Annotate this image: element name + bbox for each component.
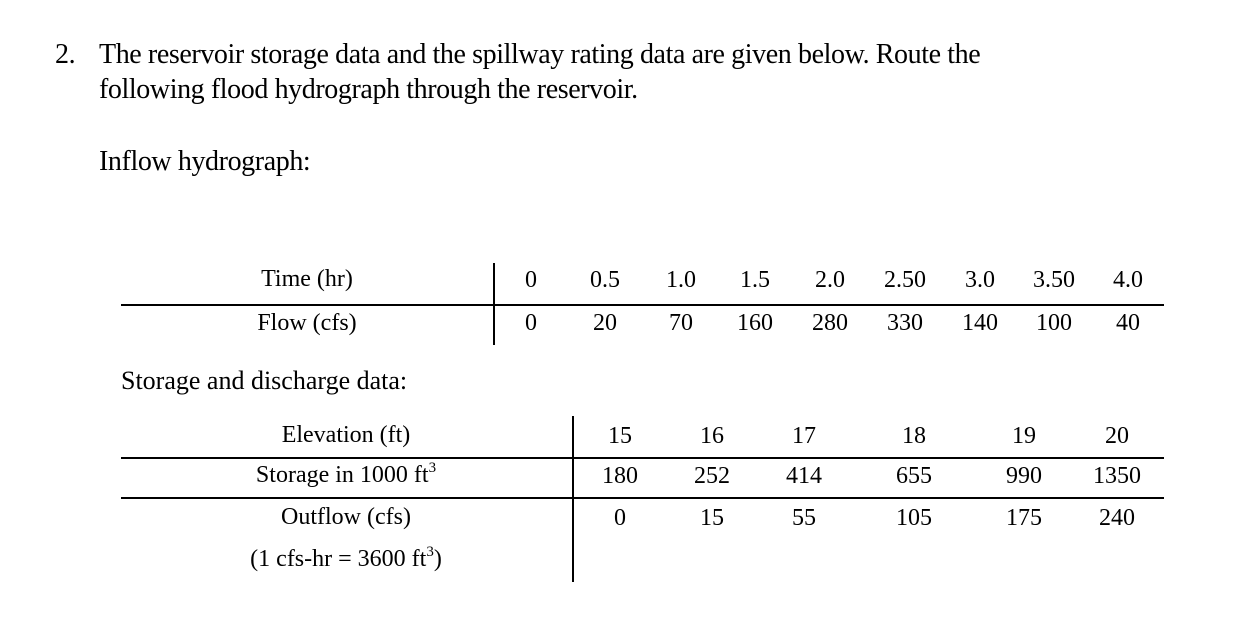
inflow-time-cell: 3.0 <box>965 267 995 293</box>
outflow-cell: 55 <box>792 505 816 531</box>
elevation-cell: 20 <box>1105 423 1129 449</box>
elevation-cell: 18 <box>902 423 926 449</box>
inflow-table-divider <box>493 263 495 345</box>
outflow-cell: 105 <box>896 505 932 531</box>
inflow-time-cell: 1.5 <box>740 267 770 293</box>
problem-text-line-1: The reservoir storage data and the spill… <box>99 39 981 70</box>
outflow-cell: 240 <box>1099 505 1135 531</box>
storage-cell: 414 <box>786 463 822 489</box>
inflow-flow-cell: 70 <box>669 310 693 336</box>
inflow-time-cell: 4.0 <box>1113 267 1143 293</box>
storage-cell: 1350 <box>1093 463 1141 489</box>
inflow-flow-cell: 160 <box>737 310 773 336</box>
outflow-cell: 15 <box>700 505 724 531</box>
inflow-flow-cell: 280 <box>812 310 848 336</box>
inflow-time-cell: 2.50 <box>884 267 926 293</box>
inflow-flow-cell: 20 <box>593 310 617 336</box>
inflow-time-cell: 0.5 <box>590 267 620 293</box>
storage-cell: 252 <box>694 463 730 489</box>
storage-table-divider <box>572 416 574 582</box>
inflow-time-cell: 1.0 <box>666 267 696 293</box>
elevation-label: Elevation (ft) <box>281 422 411 448</box>
elevation-cell: 15 <box>608 423 632 449</box>
storage-heading: Storage and discharge data: <box>121 366 408 395</box>
storage-cell: 990 <box>1006 463 1042 489</box>
inflow-flow-cell: 0 <box>525 310 537 336</box>
inflow-flow-cell: 40 <box>1116 310 1140 336</box>
inflow-time-label: Time (hr) <box>261 266 353 292</box>
elevation-cell: 17 <box>792 423 816 449</box>
inflow-time-cell: 2.0 <box>815 267 845 293</box>
storage-table-rule-2 <box>121 497 1164 499</box>
conversion-note: (1 cfs-hr = 3600 ft3) <box>250 544 442 573</box>
inflow-flow-label: Flow (cfs) <box>257 310 357 336</box>
outflow-cell: 175 <box>1006 505 1042 531</box>
storage-cell: 655 <box>896 463 932 489</box>
inflow-table-rule <box>121 304 1164 306</box>
inflow-flow-cell: 330 <box>887 310 923 336</box>
problem-number: 2. <box>55 39 76 70</box>
elevation-cell: 16 <box>700 423 724 449</box>
outflow-label: Outflow (cfs) <box>281 504 411 530</box>
storage-label: Storage in 1000 ft3 <box>255 460 437 489</box>
inflow-time-cell: 3.50 <box>1033 267 1075 293</box>
storage-cell: 180 <box>602 463 638 489</box>
inflow-flow-cell: 140 <box>962 310 998 336</box>
elevation-cell: 19 <box>1012 423 1036 449</box>
problem-text-line-2: following flood hydrograph through the r… <box>99 74 638 105</box>
inflow-time-cell: 0 <box>525 267 537 293</box>
outflow-cell: 0 <box>614 505 626 531</box>
storage-table-rule-1 <box>121 457 1164 459</box>
inflow-heading: Inflow hydrograph: <box>99 146 311 177</box>
inflow-flow-cell: 100 <box>1036 310 1072 336</box>
